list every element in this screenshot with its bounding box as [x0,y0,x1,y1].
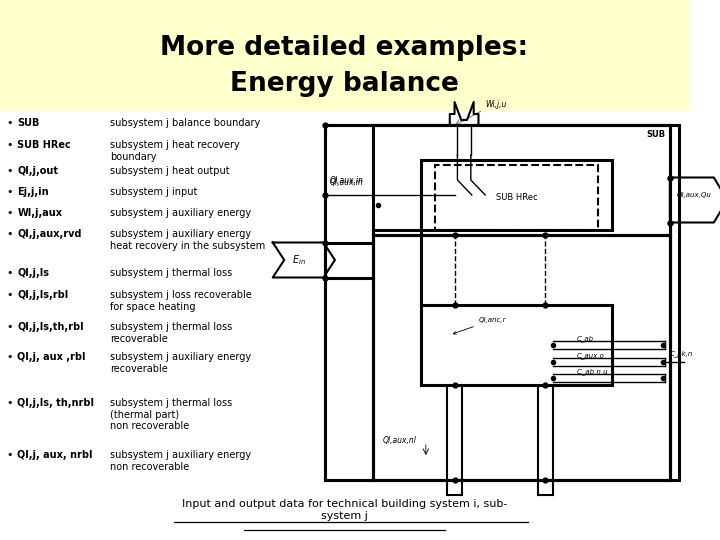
Text: SUB: SUB [17,118,40,128]
Text: Ql,j,ls: Ql,j,ls [17,268,49,278]
Bar [421,160,613,230]
Text: •: • [6,118,13,128]
Text: •: • [6,398,13,408]
Text: Ql,j,ls,th,rbl: Ql,j,ls,th,rbl [17,322,84,332]
Text: subsystem j thermal loss: subsystem j thermal loss [110,268,233,278]
Text: Ql,j,ls,rbl: Ql,j,ls,rbl [17,290,68,300]
Text: •: • [6,322,13,332]
Text: subsystem j auxiliary energy
recoverable: subsystem j auxiliary energy recoverable [110,352,251,374]
Text: •: • [6,268,13,278]
Bar [373,125,670,235]
Text: Energy balance: Energy balance [230,71,459,97]
Text: •: • [6,290,13,300]
Text: •: • [6,208,13,218]
Text: subsystem j heat recovery
boundary: subsystem j heat recovery boundary [110,140,240,161]
Text: C_aux,o: C_aux,o [577,352,605,359]
Text: Ql,anc,r: Ql,anc,r [454,317,506,334]
Text: Ql,aux,in: Ql,aux,in [330,176,364,185]
Text: subsystem j input: subsystem j input [110,187,197,197]
Text: C_ab: C_ab [577,335,594,342]
Text: subsystem j heat output: subsystem j heat output [110,166,230,176]
Text: •: • [6,166,13,176]
Text: subsystem j loss recoverable
for space heating: subsystem j loss recoverable for space h… [110,290,252,312]
Text: subsystem j thermal loss
(thermal part)
non recoverable: subsystem j thermal loss (thermal part) … [110,398,233,431]
Text: •: • [6,352,13,362]
Text: SUB HRec: SUB HRec [496,193,538,202]
Text: •: • [6,450,13,460]
Text: C_j,k,n: C_j,k,n [670,350,693,357]
Text: Ej,j,in: Ej,j,in [17,187,49,197]
Text: •: • [6,187,13,197]
Bar [373,235,670,480]
Text: SUB: SUB [646,130,665,139]
Text: Ql,aux,in: Ql,aux,in [330,178,364,187]
Text: Input and output data for technical building system i, sub-
system j: Input and output data for technical buil… [182,499,507,521]
Text: •: • [6,140,13,150]
Text: Ql,aux,Qu: Ql,aux,Qu [676,192,711,198]
Text: Ql,j,out: Ql,j,out [17,166,58,176]
Text: $E_{in}$: $E_{in}$ [292,253,306,267]
Bar [421,305,613,385]
Text: Ql,aux,nl: Ql,aux,nl [383,435,417,444]
Text: Ql,j, aux, nrbl: Ql,j, aux, nrbl [17,450,93,460]
Text: C_ab,n u: C_ab,n u [577,368,608,375]
Text: subsystem j auxiliary energy
non recoverable: subsystem j auxiliary energy non recover… [110,450,251,471]
Text: subsystem j balance boundary: subsystem j balance boundary [110,118,261,128]
Bar [325,125,680,480]
Bar [0,0,689,110]
Text: Wi,j,u: Wi,j,u [485,100,507,109]
Text: More detailed examples:: More detailed examples: [161,35,528,61]
Text: Wl,j,aux: Wl,j,aux [17,208,62,218]
Text: SUB HRec: SUB HRec [17,140,71,150]
Text: Ql,j, aux ,rbl: Ql,j, aux ,rbl [17,352,86,362]
Text: subsystem j thermal loss
recoverable: subsystem j thermal loss recoverable [110,322,233,343]
Text: •: • [6,229,13,239]
Text: Ql,j,aux,rvd: Ql,j,aux,rvd [17,229,82,239]
Text: subsystem j auxiliary energy
heat recovery in the subsystem: subsystem j auxiliary energy heat recove… [110,229,265,251]
Text: subsystem j auxiliary energy: subsystem j auxiliary energy [110,208,251,218]
Text: Ql,j,ls, th,nrbl: Ql,j,ls, th,nrbl [17,398,94,408]
Bar [436,165,598,230]
